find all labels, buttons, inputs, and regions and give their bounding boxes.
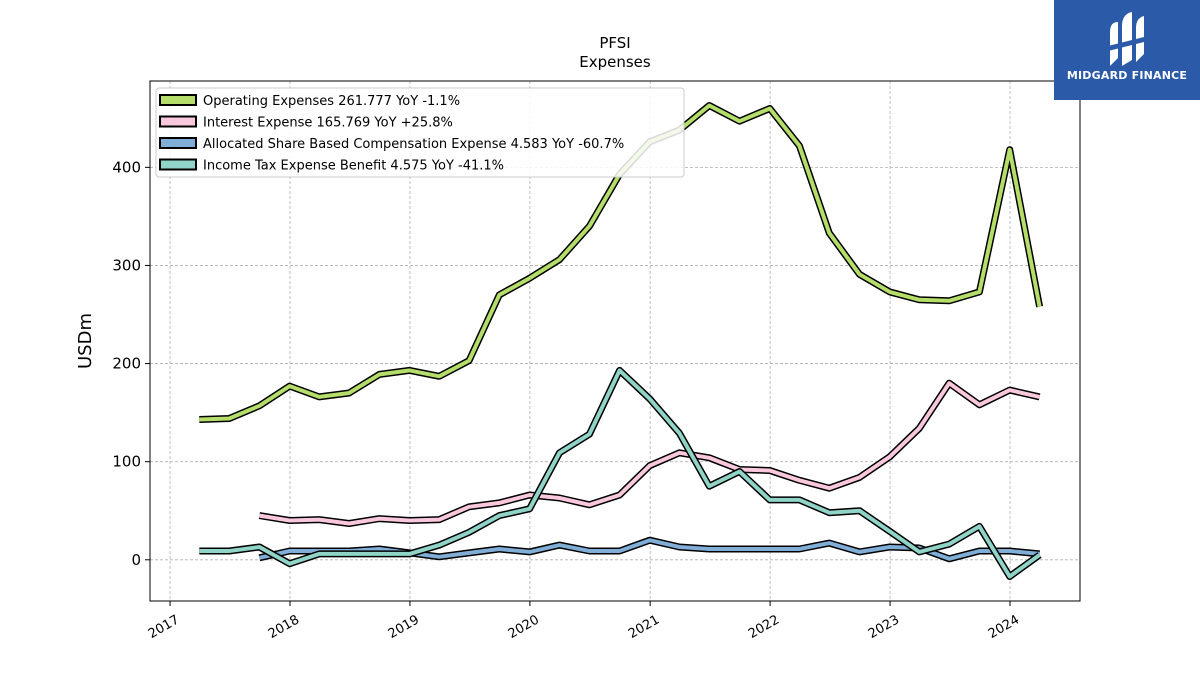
legend-label: Allocated Share Based Compensation Expen… bbox=[203, 137, 624, 152]
y-tick-label: 400 bbox=[112, 158, 141, 176]
y-tick-label: 0 bbox=[131, 551, 141, 569]
y-tick-label: 300 bbox=[112, 256, 141, 274]
series-line bbox=[259, 381, 1041, 526]
legend-swatch bbox=[159, 94, 197, 106]
series-line-outline bbox=[258, 379, 1041, 527]
brand-logo: MIDGARD FINANCE bbox=[1054, 0, 1200, 100]
x-tick-label: 2017 bbox=[146, 612, 182, 642]
legend-swatch bbox=[159, 158, 197, 171]
chart-title: PFSI bbox=[599, 34, 630, 52]
y-tick-label: 100 bbox=[112, 453, 141, 471]
x-tick-label: 2023 bbox=[866, 612, 902, 642]
y-axis-label: USDm bbox=[75, 313, 96, 369]
series-layer bbox=[199, 102, 1044, 580]
legend-label: Interest Expense 165.769 YoY +25.8% bbox=[203, 116, 453, 131]
series-line bbox=[199, 368, 1041, 579]
x-axis: 2017 2018 2019 2020 2021 2022 2023 2024 bbox=[146, 601, 1022, 642]
x-tick-label: 2022 bbox=[746, 612, 782, 642]
x-tick-label: 2021 bbox=[626, 612, 662, 642]
x-tick-label: 2024 bbox=[986, 612, 1022, 642]
legend-box bbox=[155, 87, 685, 178]
brand-mark-icon bbox=[1108, 12, 1148, 66]
plot-frame bbox=[149, 80, 1081, 602]
x-tick-label: 2018 bbox=[266, 612, 302, 642]
legend-label: Income Tax Expense Benefit 4.575 YoY -41… bbox=[203, 159, 504, 174]
y-tick-label: 200 bbox=[112, 355, 141, 373]
legend-swatch bbox=[159, 115, 197, 128]
legend-swatch bbox=[159, 137, 197, 149]
legend-label: Operating Expenses 261.777 YoY -1.1% bbox=[203, 94, 460, 109]
brand-name: MIDGARD FINANCE bbox=[1066, 69, 1188, 82]
chart-subtitle: Expenses bbox=[579, 53, 651, 71]
series-1 bbox=[258, 379, 1041, 527]
legend: Operating Expenses 261.777 YoY -1.1% Inte… bbox=[155, 87, 685, 178]
x-tick-label: 2019 bbox=[386, 612, 422, 642]
series-3 bbox=[199, 366, 1042, 580]
y-axis: 0 100 200 300 400 bbox=[112, 158, 150, 569]
x-tick-label: 2020 bbox=[506, 612, 542, 642]
